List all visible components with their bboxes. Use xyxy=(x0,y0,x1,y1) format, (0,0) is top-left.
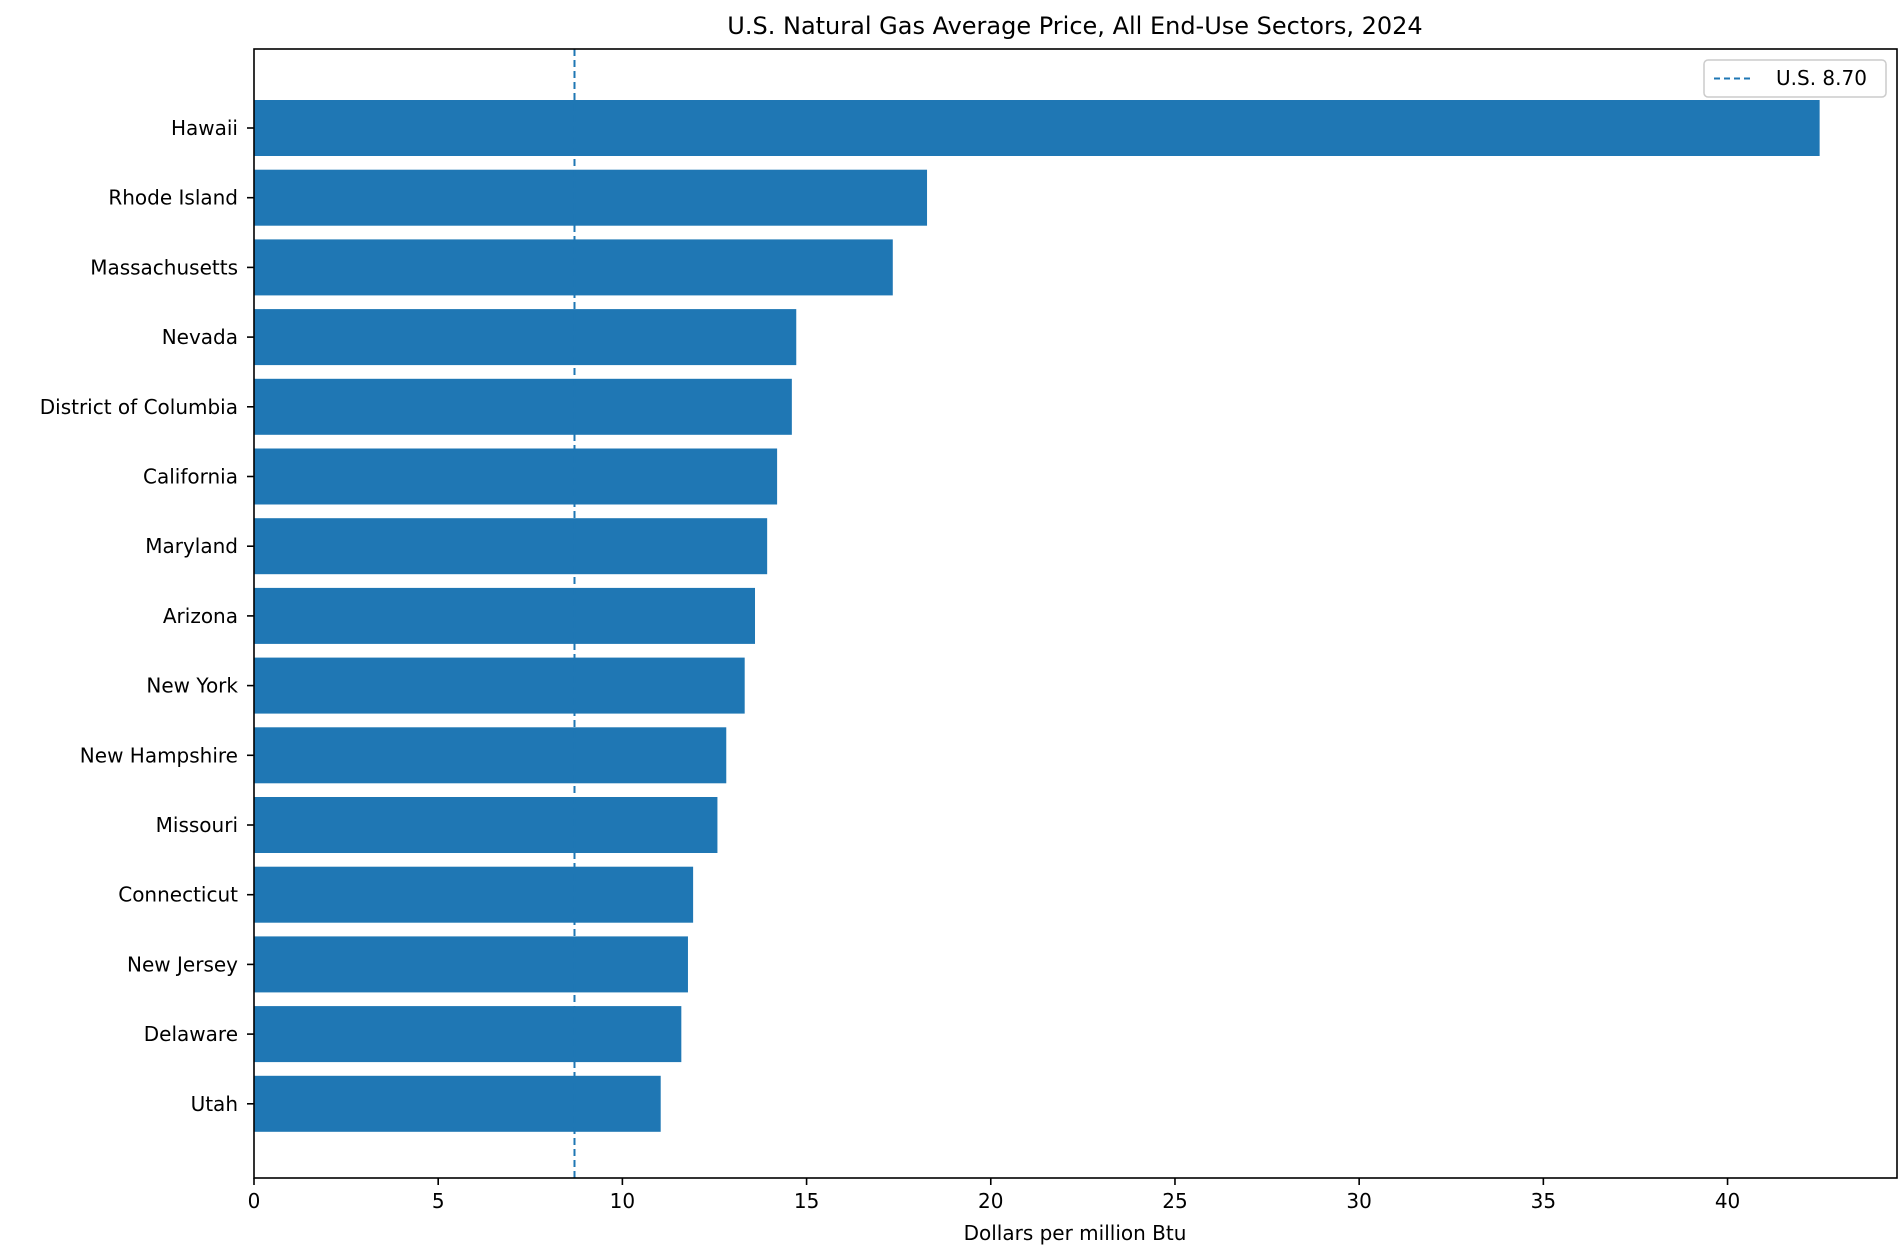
y-tick-label: Nevada xyxy=(162,325,238,349)
x-tick-label: 25 xyxy=(1162,1189,1187,1213)
y-tick-label: Hawaii xyxy=(171,116,238,140)
bar xyxy=(254,1006,682,1063)
x-tick-label: 40 xyxy=(1715,1189,1740,1213)
bar xyxy=(254,797,718,853)
x-ticks: 0 5 10 15 20 25 30 35 40 xyxy=(248,1178,1740,1213)
bar xyxy=(254,378,792,435)
y-tick-label: California xyxy=(143,465,238,489)
y-tick-label: New Jersey xyxy=(127,952,238,976)
y-tick-label: Missouri xyxy=(156,813,238,837)
bar xyxy=(254,587,756,644)
y-tick-label: Connecticut xyxy=(118,883,238,907)
y-tick-labels: Hawaii Rhode Island Massachusetts Nevada Dis… xyxy=(40,116,254,1116)
bar xyxy=(254,448,778,505)
legend-label: U.S. 8.70 xyxy=(1776,66,1867,90)
bars-group xyxy=(254,100,1820,1132)
bar xyxy=(254,657,745,714)
y-tick-label: Maryland xyxy=(145,534,238,558)
bar xyxy=(254,518,768,575)
plot-frame xyxy=(253,48,1898,1179)
x-axis-label: Dollars per million Btu xyxy=(964,1221,1187,1245)
legend: U.S. 8.70 xyxy=(1703,59,1887,98)
bar xyxy=(254,239,893,296)
y-tick-label: New Hampshire xyxy=(80,743,238,767)
bar xyxy=(254,866,694,923)
x-tick-label: 35 xyxy=(1531,1189,1556,1213)
bar xyxy=(254,936,688,993)
legend-box xyxy=(1703,59,1887,98)
chart-title: U.S. Natural Gas Average Price, All End-… xyxy=(727,12,1422,40)
y-tick-label: Massachusetts xyxy=(90,255,238,279)
x-tick-label: 0 xyxy=(248,1189,261,1213)
x-tick-label: 10 xyxy=(610,1189,635,1213)
x-tick-label: 15 xyxy=(794,1189,819,1213)
bar xyxy=(254,727,727,784)
bar xyxy=(254,100,1820,156)
bar xyxy=(254,1075,661,1132)
y-tick-label: Delaware xyxy=(144,1022,238,1046)
y-tick-label: New York xyxy=(146,674,238,698)
x-tick-label: 5 xyxy=(432,1189,445,1213)
y-tick-label: Arizona xyxy=(163,604,238,628)
bar xyxy=(254,169,928,226)
y-tick-label: District of Columbia xyxy=(40,395,238,419)
x-tick-label: 20 xyxy=(978,1189,1003,1213)
y-tick-label: Rhode Island xyxy=(108,186,238,210)
y-tick-label: Utah xyxy=(191,1092,238,1116)
x-tick-label: 30 xyxy=(1346,1189,1371,1213)
bar xyxy=(254,309,797,366)
